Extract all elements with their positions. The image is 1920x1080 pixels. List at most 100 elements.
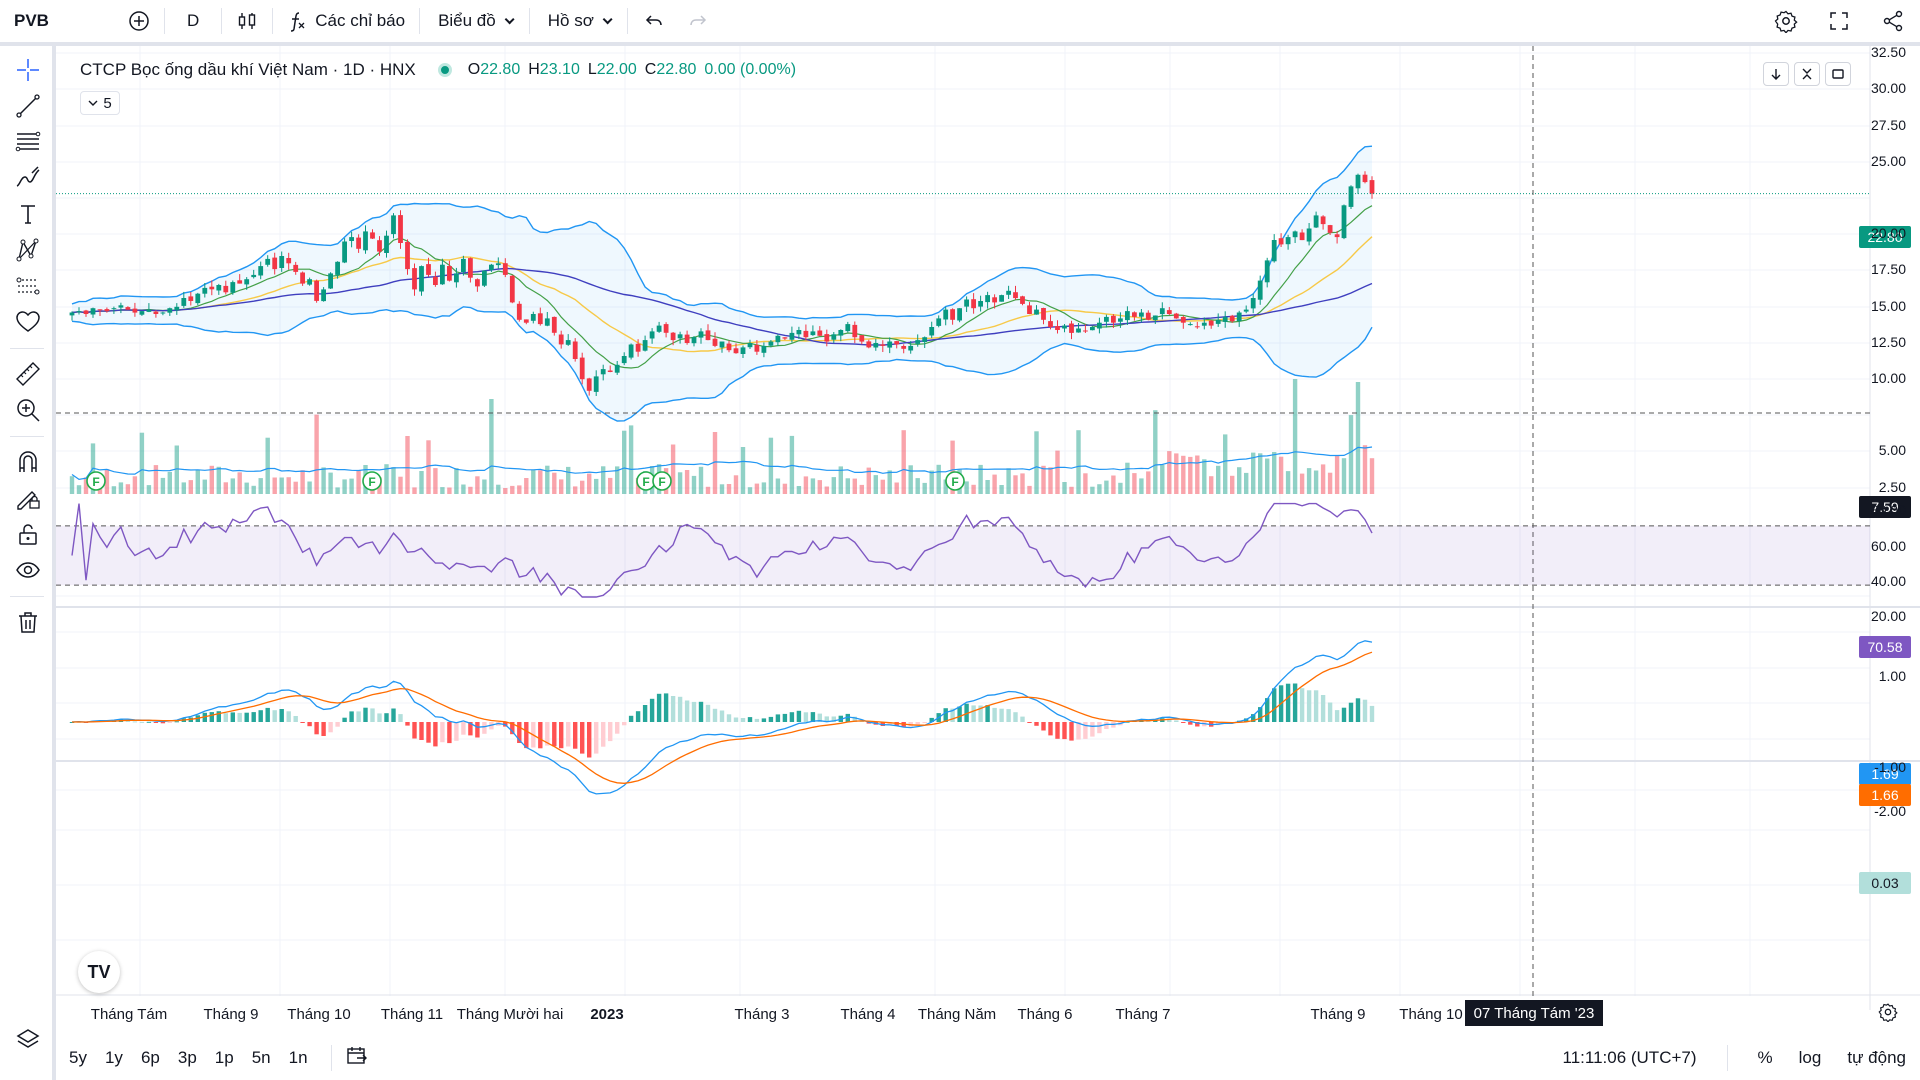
volume-bar	[230, 478, 235, 494]
volume-bar	[1265, 458, 1270, 494]
forecast-tool[interactable]	[12, 270, 44, 302]
volume-bar	[719, 484, 725, 494]
macd-histogram-bar	[880, 722, 885, 726]
date-range-button[interactable]	[346, 1045, 368, 1072]
range-button-5n[interactable]: 5n	[251, 1048, 271, 1067]
pane-collapse-button[interactable]	[1794, 62, 1820, 86]
candle-body	[300, 272, 305, 284]
pane-move-down-button[interactable]	[1763, 62, 1789, 86]
volume-bar	[1041, 465, 1046, 494]
settings-button[interactable]	[1760, 2, 1812, 40]
volume-bar	[796, 486, 802, 494]
candle-body	[803, 330, 809, 338]
brush-tool[interactable]	[12, 162, 44, 194]
log-toggle[interactable]: log	[1798, 1048, 1822, 1067]
pencil-lock-icon	[17, 491, 40, 510]
volume-bar	[559, 479, 564, 494]
candle-body	[167, 308, 173, 313]
macd-histogram-bar	[971, 705, 976, 722]
candle-body	[656, 325, 662, 332]
macd-histogram-bar	[1265, 698, 1270, 722]
share-button[interactable]	[1866, 2, 1920, 40]
macd-histogram-bar	[943, 708, 948, 722]
range-button-6p[interactable]: 6p	[140, 1048, 160, 1067]
auto-scale-toggle[interactable]: tự động	[1847, 1048, 1906, 1067]
candle-body	[1222, 316, 1228, 322]
candle-body	[922, 337, 928, 342]
candle-body	[754, 345, 760, 352]
macd-histogram-bar	[957, 706, 962, 722]
candle-body	[859, 335, 865, 342]
indicators-collapse-button[interactable]: 5	[80, 91, 120, 115]
indicators-button[interactable]: Các chỉ báo	[277, 2, 415, 40]
candle-body	[1069, 323, 1074, 333]
macd-histogram-bar	[1362, 699, 1368, 722]
candle-body	[775, 335, 781, 343]
range-button-3p[interactable]: 3p	[177, 1048, 197, 1067]
fib-tool[interactable]	[12, 126, 44, 158]
tradingview-logo[interactable]: TV	[78, 951, 120, 993]
macd-histogram-bar	[545, 722, 550, 746]
candle-body	[258, 266, 264, 276]
percent-toggle[interactable]: %	[1757, 1048, 1773, 1067]
range-button-1n[interactable]: 1n	[288, 1048, 308, 1067]
candle-body	[642, 340, 648, 351]
volume-bar	[936, 464, 941, 494]
object-tree-button[interactable]	[12, 1024, 44, 1056]
compare-button[interactable]	[118, 2, 160, 40]
volume-bar	[286, 477, 291, 494]
volume-bar	[279, 477, 284, 494]
macd-histogram-bar	[335, 722, 340, 727]
profile-dropdown[interactable]: Hồ sơ	[534, 2, 623, 40]
volume-bar	[489, 399, 494, 494]
range-button-1p[interactable]: 1p	[214, 1048, 234, 1067]
candle-style-button[interactable]	[226, 2, 268, 40]
candle-body	[475, 279, 480, 287]
favorites-tool[interactable]	[12, 306, 44, 338]
candle-body	[384, 235, 389, 253]
macd-histogram-bar	[663, 693, 669, 722]
lock-drawings-tool[interactable]	[12, 518, 44, 550]
volume-bar	[1069, 486, 1074, 494]
macd-histogram-bar	[670, 696, 676, 722]
range-button-5y[interactable]: 5y	[69, 1048, 87, 1067]
remove-drawings-tool[interactable]	[12, 606, 44, 638]
zoom-tool[interactable]	[12, 394, 44, 426]
candle-body	[887, 341, 893, 348]
candle-body	[356, 237, 361, 249]
timezone-clock[interactable]: 11:11:06 (UTC+7)	[1562, 1048, 1697, 1067]
macd-histogram-bar	[768, 716, 774, 722]
histogram-value-badge: 0.03	[1859, 872, 1911, 894]
candle-body	[216, 285, 222, 291]
crosshair-tool[interactable]	[12, 54, 44, 86]
measure-tool[interactable]	[12, 358, 44, 390]
macd-histogram-bar	[300, 722, 305, 723]
trend-line-tool[interactable]	[12, 90, 44, 122]
volume-bar	[1097, 484, 1102, 494]
fullscreen-button[interactable]	[1812, 2, 1866, 40]
macd-histogram-bar	[174, 721, 179, 723]
undo-button[interactable]	[632, 2, 676, 40]
macd-histogram-bar	[209, 712, 214, 722]
scale-settings-button[interactable]	[1878, 1002, 1898, 1027]
volume-bar	[824, 486, 829, 494]
volume-bar	[950, 440, 955, 494]
volume-bar	[929, 470, 934, 494]
range-button-1y[interactable]: 1y	[104, 1048, 123, 1067]
price-tick-label: 5.00	[1878, 442, 1906, 458]
redo-button[interactable]	[676, 2, 720, 40]
text-tool[interactable]	[12, 198, 44, 230]
pane-maximize-button[interactable]	[1825, 62, 1851, 86]
symbol-search[interactable]: PVB	[0, 2, 118, 40]
chart-type-dropdown[interactable]: Biểu đồ	[424, 2, 525, 40]
stay-drawing-tool[interactable]	[12, 482, 44, 514]
hide-drawings-tool[interactable]	[12, 554, 44, 586]
candle-body	[265, 258, 271, 265]
interval-button[interactable]: D	[169, 2, 217, 40]
pattern-tool[interactable]	[12, 234, 44, 266]
candle-body	[146, 309, 152, 312]
candle-body	[1194, 326, 1200, 328]
magnet-tool[interactable]	[12, 446, 44, 478]
